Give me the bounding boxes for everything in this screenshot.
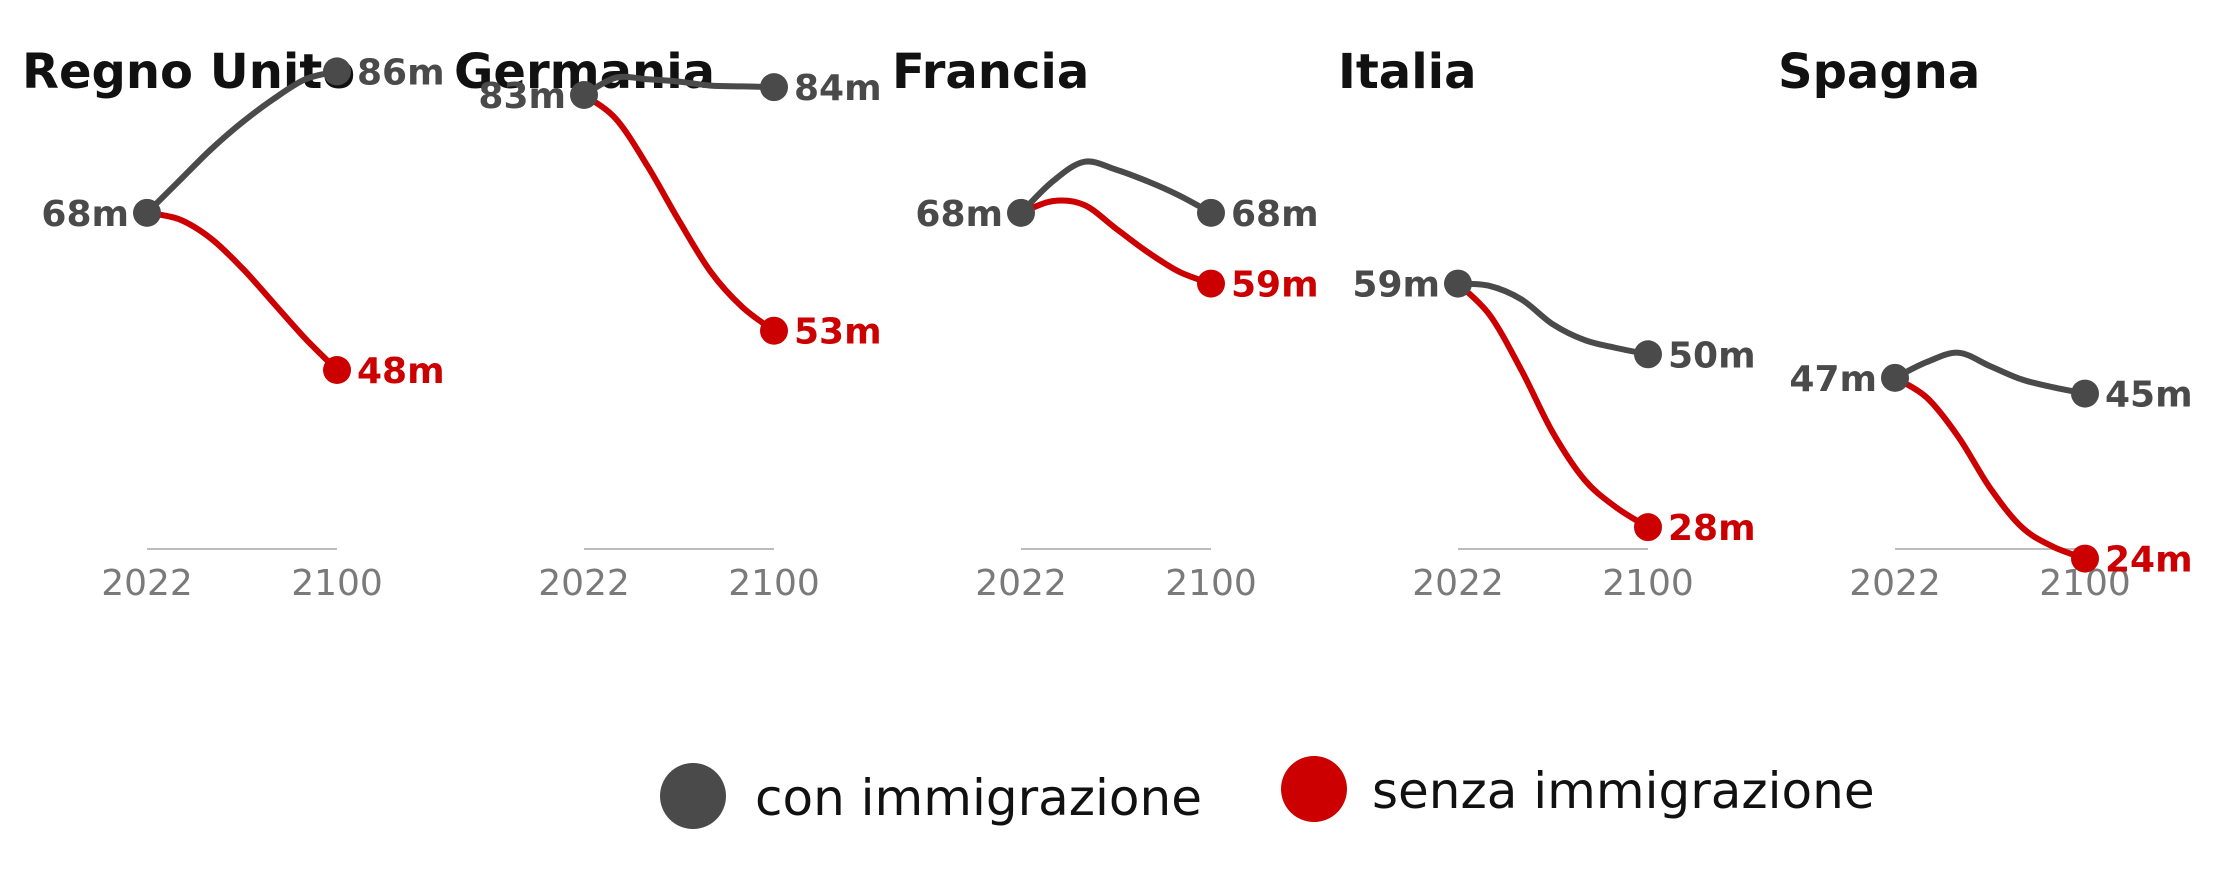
series-line-with-immigration: [581, 73, 777, 98]
series-line-without-immigration: [144, 209, 340, 373]
end-point-with-immigration: [1197, 198, 1225, 227]
series-line-with-immigration: [144, 68, 340, 216]
end-point-with-immigration: [323, 57, 351, 86]
x-tick-label: 2100: [291, 563, 383, 604]
start-point: [570, 81, 598, 109]
legend-label-with-immigration: con immigrazione: [755, 769, 1202, 827]
end-label-without-immigration: 28m: [1668, 508, 1756, 549]
end-label-with-immigration: 86m: [357, 52, 445, 93]
end-label-without-immigration: 48m: [357, 351, 445, 392]
end-point-without-immigration: [760, 316, 788, 345]
end-label-without-immigration: 53m: [794, 312, 882, 353]
start-point: [133, 198, 161, 227]
legend-label-without-immigration: senza immigrazione: [1372, 762, 1875, 820]
end-point-without-immigration: [2071, 544, 2099, 573]
series-line-without-immigration: [1455, 280, 1651, 531]
end-label-with-immigration: 68m: [1231, 194, 1319, 235]
panel-title: Italia: [1338, 44, 1477, 100]
end-point-without-immigration: [1634, 513, 1662, 542]
x-tick-label: 2100: [1165, 563, 1257, 604]
series-line-without-immigration: [581, 92, 777, 334]
series-line-without-immigration: [1892, 374, 2088, 562]
x-tick-label: 2022: [101, 563, 193, 604]
end-label-with-immigration: 84m: [794, 68, 882, 109]
series-line-with-immigration: [1018, 158, 1214, 216]
end-label-with-immigration: 45m: [2105, 375, 2193, 416]
x-tick-label: 2022: [1849, 563, 1941, 604]
legend-swatch-with-immigration: [660, 763, 726, 829]
x-tick-label: 2022: [538, 563, 630, 604]
x-tick-label: 2022: [1412, 563, 1504, 604]
x-tick-label: 2022: [975, 563, 1067, 604]
panel-title: Francia: [892, 44, 1089, 100]
end-point-without-immigration: [323, 356, 351, 384]
start-label: 68m: [915, 194, 1003, 235]
start-point: [1007, 198, 1035, 227]
start-point: [1444, 269, 1472, 298]
series-line-with-immigration: [1892, 349, 2088, 397]
start-label: 47m: [1789, 359, 1877, 400]
x-tick-label: 2100: [728, 563, 820, 604]
end-label-without-immigration: 59m: [1231, 265, 1319, 306]
end-point-with-immigration: [2071, 379, 2099, 408]
series-line-without-immigration: [1018, 197, 1214, 287]
end-point-with-immigration: [1634, 340, 1662, 369]
start-label: 83m: [478, 76, 566, 117]
series-line-with-immigration: [1455, 280, 1651, 358]
start-label: 59m: [1352, 265, 1440, 306]
start-point: [1881, 363, 1909, 392]
panel-title: Spagna: [1778, 44, 1980, 100]
end-label-without-immigration: 24m: [2105, 540, 2193, 581]
legend-swatch-without-immigration: [1281, 756, 1347, 822]
end-point-without-immigration: [1197, 269, 1225, 298]
end-label-with-immigration: 50m: [1668, 335, 1756, 376]
end-point-with-immigration: [760, 73, 788, 102]
x-tick-label: 2100: [1602, 563, 1694, 604]
panel-title: Regno Unito: [22, 44, 355, 100]
start-label: 68m: [41, 194, 129, 235]
